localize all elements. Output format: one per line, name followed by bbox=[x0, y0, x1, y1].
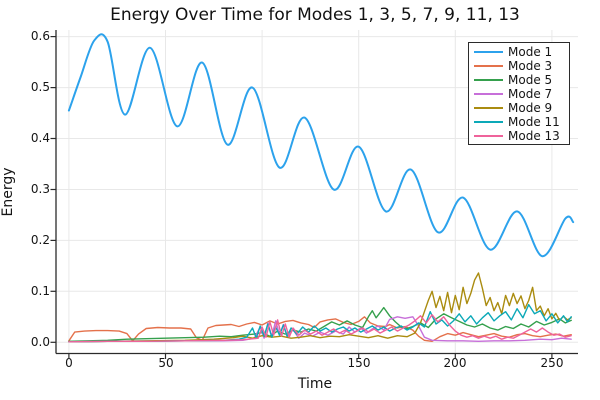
y-tick-label: 0.0 bbox=[30, 335, 50, 349]
x-tick-label: 200 bbox=[443, 356, 467, 370]
legend-label: Mode 3 bbox=[508, 58, 553, 73]
legend-line-sample bbox=[474, 120, 503, 123]
series-line-mode-3 bbox=[68, 316, 572, 342]
legend-item: Mode 3 bbox=[474, 59, 565, 73]
legend-item: Mode 1 bbox=[474, 45, 565, 59]
legend-item: Mode 5 bbox=[474, 73, 565, 87]
legend-label: Mode 1 bbox=[508, 44, 553, 59]
legend-line-sample bbox=[474, 78, 503, 81]
legend-line-sample bbox=[474, 106, 503, 109]
series-line-mode-11 bbox=[68, 303, 572, 343]
x-tick-label: 150 bbox=[347, 356, 371, 370]
legend-label: Mode 13 bbox=[508, 128, 560, 143]
y-tick-label: 0.6 bbox=[30, 29, 50, 43]
legend-item: Mode 9 bbox=[474, 101, 565, 115]
y-tick-label: 0.1 bbox=[30, 284, 50, 298]
x-tick-label: 100 bbox=[250, 356, 274, 370]
chart-title: Energy Over Time for Modes 1, 3, 5, 7, 9… bbox=[110, 5, 520, 25]
series-line-mode-9 bbox=[68, 272, 572, 343]
series-line-mode-1 bbox=[67, 33, 575, 258]
y-tick-label: 0.5 bbox=[30, 80, 50, 94]
y-tick-label: 0.4 bbox=[30, 131, 50, 145]
legend-line-sample bbox=[474, 134, 503, 137]
legend: Mode 1 Mode 3 Mode 5 Mode 7 Mode 9 Mode … bbox=[468, 42, 570, 145]
y-tick-label: 0.3 bbox=[30, 182, 50, 196]
series-line-mode-5 bbox=[68, 306, 572, 342]
legend-label: Mode 11 bbox=[508, 114, 560, 129]
legend-line-sample bbox=[474, 50, 503, 53]
legend-item: Mode 13 bbox=[474, 129, 565, 143]
legend-line-sample bbox=[474, 64, 503, 67]
x-axis-label: Time bbox=[297, 376, 333, 392]
legend-label: Mode 9 bbox=[508, 100, 553, 115]
series-line-mode-13 bbox=[68, 314, 572, 343]
legend-label: Mode 5 bbox=[508, 72, 553, 87]
legend-item: Mode 11 bbox=[474, 115, 565, 129]
legend-label: Mode 7 bbox=[508, 86, 553, 101]
legend-item: Mode 7 bbox=[474, 87, 565, 101]
x-tick-label: 0 bbox=[65, 356, 73, 370]
x-tick-label: 250 bbox=[540, 356, 564, 370]
legend-line-sample bbox=[474, 92, 503, 95]
y-tick-label: 0.2 bbox=[30, 233, 50, 247]
x-tick-label: 50 bbox=[158, 356, 174, 370]
